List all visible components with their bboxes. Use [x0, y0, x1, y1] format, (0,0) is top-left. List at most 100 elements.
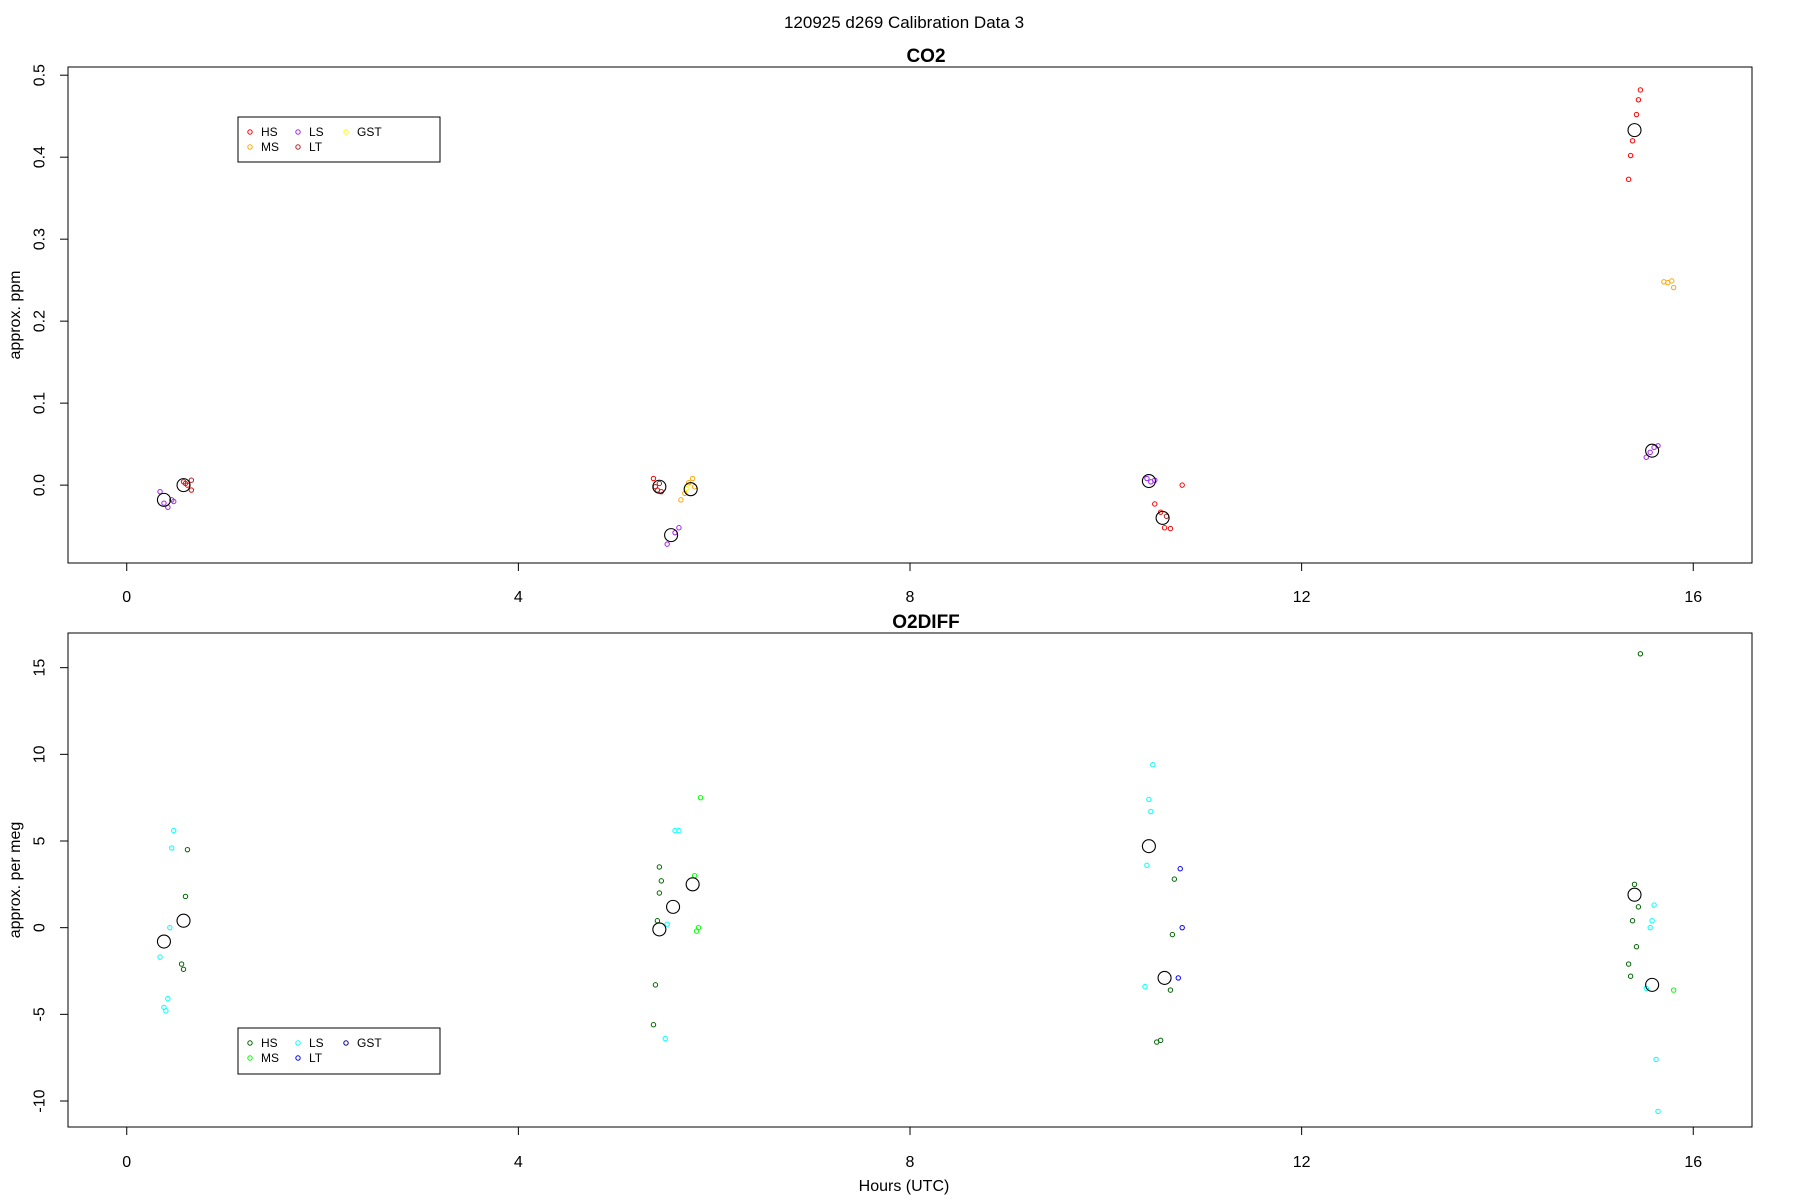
o2diff-point-ls	[676, 827, 682, 834]
o2diff-point-hs	[1167, 987, 1174, 993]
o2diff-legend-label: LS	[309, 1036, 324, 1050]
co2-point-ls	[664, 541, 670, 547]
co2-point-ls	[171, 498, 177, 505]
o2diff-point-hs	[184, 846, 191, 853]
o2diff-x-tick-label: 4	[514, 1154, 523, 1171]
co2-point-hs	[1161, 525, 1168, 531]
o2diff-legend-symbol	[295, 1055, 301, 1061]
o2diff-panel: O2DIFF approx. per meg Hours (UTC) 0 4 8 12…	[7, 612, 1753, 1195]
o2diff-point-hs	[654, 918, 661, 924]
co2-markers	[156, 87, 1677, 547]
co2-legend-label: MS	[261, 140, 279, 154]
co2-legend-symbol	[295, 129, 301, 135]
o2diff-point-ls	[157, 954, 163, 960]
o2diff-point-ls	[664, 921, 670, 927]
o2diff-point-hs	[182, 893, 189, 900]
o2diff-point-hs	[1157, 1037, 1164, 1044]
co2-point-ls	[1647, 449, 1653, 456]
co2-mean-marker	[1627, 123, 1642, 138]
figure-title: 120925 d269 Calibration Data 3	[784, 13, 1024, 32]
co2-point-gst	[684, 485, 690, 492]
co2-point-hs	[1152, 501, 1158, 507]
co2-panel-title: CO2	[906, 46, 945, 67]
o2diff-y-tick-label: 5	[32, 836, 49, 845]
co2-mean-marker	[664, 528, 679, 543]
co2-legend-symbol	[295, 144, 301, 150]
o2diff-x-tick-label: 16	[1684, 1154, 1702, 1171]
o2diff-point-hs	[656, 864, 663, 870]
co2-point-lt	[182, 480, 189, 487]
o2diff-point-ls	[1146, 796, 1152, 803]
o2diff-point-hs	[656, 890, 663, 896]
co2-point-ms	[689, 475, 696, 482]
o2diff-mean-marker	[1645, 977, 1660, 992]
co2-point-ls	[157, 488, 163, 495]
co2-point-ms	[678, 497, 684, 503]
o2diff-point-ls	[171, 827, 177, 834]
co2-point-ls	[161, 500, 167, 506]
co2-y-tick-label: 0.3	[32, 228, 49, 250]
o2diff-legend-symbol	[247, 1040, 253, 1046]
o2diff-legend-symbol	[295, 1040, 301, 1046]
o2diff-y-tick-label: -10	[32, 1089, 49, 1112]
o2diff-point-hs	[1627, 973, 1634, 979]
o2diff-point-lt	[1175, 975, 1181, 981]
o2diff-mean-marker	[1157, 970, 1172, 985]
o2diff-y-tick-label: 15	[32, 659, 49, 677]
o2diff-point-ls	[1655, 1108, 1661, 1115]
co2-legend-label: HS	[261, 125, 278, 139]
o2diff-point-hs	[1635, 904, 1642, 910]
o2diff-point-ls	[165, 996, 171, 1002]
o2diff-legend-symbol	[343, 1040, 349, 1046]
o2diff-point-lt	[1177, 866, 1183, 872]
o2diff-mean-marker	[1141, 839, 1156, 854]
co2-x-tick-label: 12	[1293, 589, 1311, 606]
o2diff-mean-marker	[652, 922, 667, 937]
o2diff-mean-marker	[156, 934, 171, 949]
o2diff-point-ms	[695, 924, 702, 931]
co2-point-hs	[1637, 87, 1644, 93]
co2-y-tick-label: 0.0	[32, 474, 49, 496]
o2diff-point-ls	[1651, 902, 1657, 908]
co2-point-hs	[1625, 176, 1632, 183]
o2diff-point-ms	[697, 794, 704, 801]
co2-legend-symbol	[247, 144, 253, 150]
co2-legend-box	[237, 116, 441, 163]
co2-y-tick-label: 0.2	[32, 310, 49, 332]
co2-y-tick-label: 0.5	[32, 64, 49, 86]
o2diff-point-hs	[1633, 944, 1640, 950]
o2diff-x-tick-label: 8	[906, 1154, 915, 1171]
co2-point-ls	[1643, 454, 1649, 460]
o2diff-markers	[156, 651, 1677, 1115]
x-axis-label: Hours (UTC)	[859, 1178, 950, 1195]
co2-x-tick-label: 16	[1684, 589, 1702, 606]
co2-point-hs	[1635, 97, 1642, 103]
o2diff-point-ls	[167, 924, 173, 931]
o2diff-mean-marker	[1627, 887, 1642, 902]
o2diff-y-tick-label: -5	[32, 1007, 49, 1021]
o2diff-mean-marker	[685, 877, 700, 892]
o2diff-legend-label: GST	[357, 1036, 382, 1050]
co2-y-tick-label: 0.4	[32, 146, 49, 168]
co2-point-hs	[188, 487, 195, 493]
co2-y-ticks: 0.0 0.1 0.2 0.3 0.4 0.5	[32, 64, 68, 496]
o2diff-point-ls	[1144, 862, 1150, 868]
co2-legend-symbol	[343, 129, 349, 135]
o2diff-x-tick-label: 12	[1293, 1154, 1311, 1171]
o2diff-x-tick-label: 0	[122, 1154, 131, 1171]
o2diff-point-ls	[1647, 924, 1653, 931]
co2-point-hs	[1157, 509, 1164, 515]
o2diff-x-ticks: 0 4 8 12 16	[122, 1126, 1702, 1171]
co2-mean-marker	[683, 482, 698, 497]
o2diff-point-hs	[1637, 651, 1644, 657]
co2-x-tick-label: 0	[122, 589, 131, 606]
co2-legend-label: LS	[309, 125, 324, 139]
co2-point-hs	[1627, 152, 1634, 159]
o2diff-point-ls	[163, 1008, 169, 1014]
o2diff-mean-marker	[176, 913, 191, 928]
o2diff-point-hs	[652, 982, 659, 988]
o2diff-y-tick-label: 0	[32, 923, 49, 932]
co2-point-hs	[650, 475, 657, 482]
o2diff-legend-label: LT	[309, 1051, 323, 1065]
